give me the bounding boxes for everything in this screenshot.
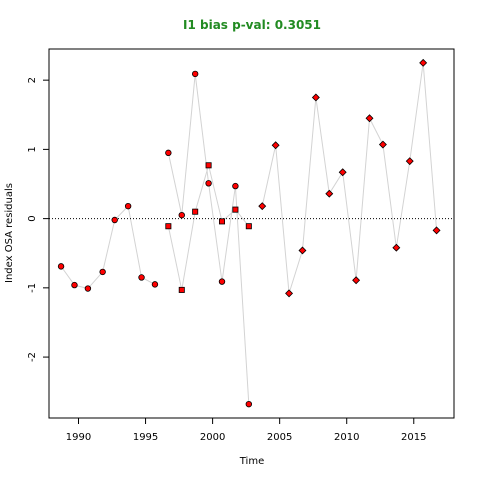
x-axis-title: Time: [239, 456, 264, 467]
data-point-circle: [57, 263, 65, 270]
x-tick-label: 2010: [334, 432, 359, 443]
series-line-3: [167, 73, 250, 405]
plot-frame: [48, 48, 455, 419]
data-point-diamond: [352, 276, 361, 285]
x-axis: 1990 1995 2000 2005 2010 2015: [66, 418, 426, 443]
x-tick-label: 1995: [133, 432, 158, 443]
y-tick-label: 0: [27, 215, 38, 221]
data-point-circle: [151, 281, 159, 288]
data-point-circle: [124, 202, 132, 210]
x-tick-label: 2015: [401, 432, 426, 443]
y-tick-label: 2: [27, 77, 38, 83]
data-point-diamond: [298, 246, 307, 255]
data-point-square: [178, 286, 185, 293]
data-point-square: [205, 162, 212, 169]
series-line-4: [261, 62, 438, 294]
data-point-circle: [138, 274, 145, 281]
data-point-circle: [84, 285, 92, 292]
data-point-circle: [165, 149, 172, 157]
chart-title: I1 bias p-val: 0.3051: [183, 18, 321, 32]
data-point-diamond: [271, 141, 280, 150]
data-point-diamond: [419, 58, 428, 67]
data-point-diamond: [258, 202, 267, 211]
data-point-diamond: [405, 157, 414, 166]
data-point-diamond: [311, 93, 320, 102]
data-point-circle: [218, 278, 226, 285]
series-lines: [60, 62, 438, 405]
x-tick-label: 1990: [66, 432, 91, 443]
data-point-circle: [232, 182, 239, 190]
y-tick-label: -1: [27, 283, 38, 293]
data-point-diamond: [325, 189, 334, 198]
data-point-circle: [111, 216, 118, 224]
data-point-circle: [245, 400, 253, 408]
y-axis-title: Index OSA residuals: [4, 183, 15, 283]
data-point-diamond: [365, 114, 374, 123]
y-axis: -2 -1 0 1 2: [27, 77, 49, 362]
data-point-diamond: [285, 289, 294, 298]
data-point-diamond: [392, 243, 401, 252]
data-point-circle: [191, 70, 199, 78]
data-point-circle: [71, 281, 78, 289]
x-tick-label: 2000: [200, 432, 225, 443]
data-point-diamond: [432, 226, 441, 235]
data-point-square: [192, 208, 199, 215]
data-point-circle: [205, 180, 212, 187]
data-points: [57, 58, 441, 408]
data-point-circle: [178, 211, 185, 219]
data-point-diamond: [378, 140, 387, 149]
data-point-square: [218, 218, 225, 225]
y-tick-label: -2: [27, 352, 38, 362]
data-point-square: [232, 206, 239, 213]
x-tick-label: 2005: [267, 432, 292, 443]
data-point-diamond: [338, 168, 347, 177]
data-point-square: [165, 223, 172, 230]
y-tick-label: 1: [27, 146, 38, 152]
data-point-circle: [99, 268, 106, 276]
data-point-square: [245, 223, 252, 230]
